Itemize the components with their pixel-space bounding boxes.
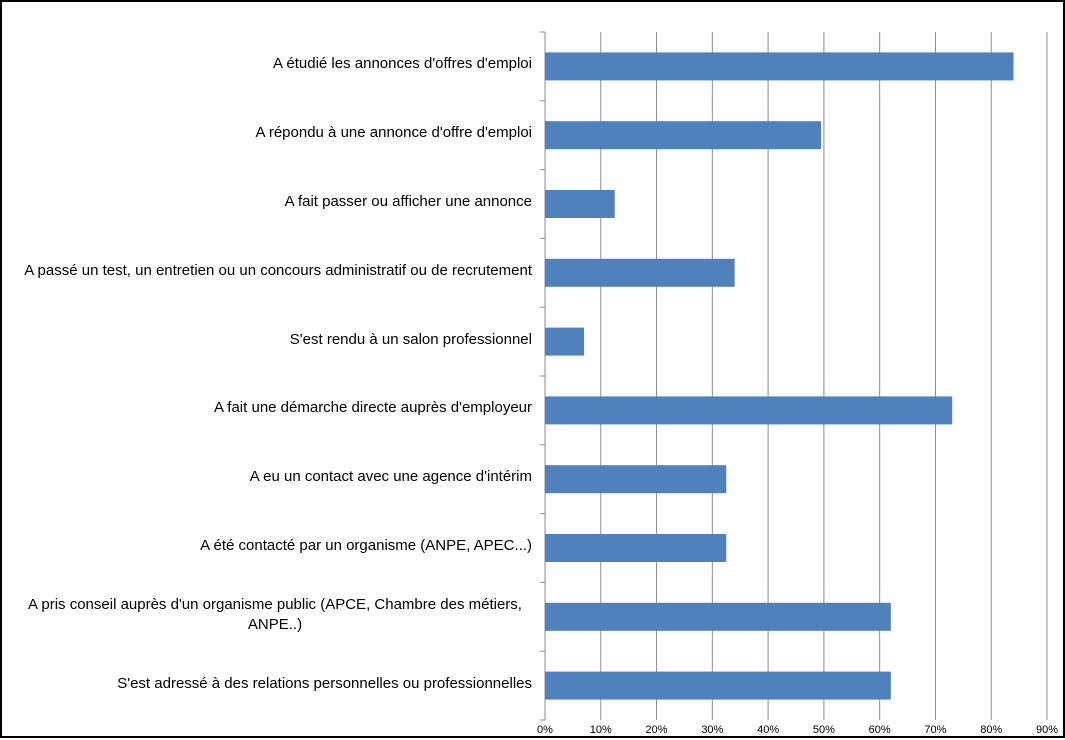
y-tick-text: A été contacté par un organisme (ANPE, A… [200,537,532,554]
bar [545,121,822,150]
y-tick-text: S'est adressé à des relations personnell… [117,674,532,692]
bar [545,190,615,218]
x-tick-label: 20% [646,724,668,736]
x-tick-label: 30% [701,724,723,736]
bar [545,396,953,425]
bar [545,52,1014,81]
x-tick-label: 80% [980,724,1002,736]
y-tick-text: A pris conseil auprès d'un organisme pub… [28,595,522,633]
y-tick-label: A passé un test, un entretien ou un conc… [18,261,532,281]
y-tick-text: A fait une démarche directe auprès d'emp… [213,399,532,417]
bar [545,327,585,356]
x-tick-label: 50% [813,724,835,736]
x-tick-label: 90% [1036,724,1058,736]
y-tick-text: A répondu à une annonce d'offre d'emploi [255,124,533,142]
y-tick-label: A fait une démarche directe auprès d'emp… [18,398,532,418]
bar [545,465,727,494]
y-tick-label: A été contacté par un organisme (ANPE, A… [18,536,532,556]
x-tick-label: 40% [757,724,779,736]
x-tick-label: 0% [537,724,553,736]
y-tick-label: A répondu à une annonce d'offre d'emploi [18,123,533,143]
bar [545,602,891,631]
y-tick-label: A étudié les annonces d'offres d'emploi [18,54,532,74]
x-tick-label: 10% [590,724,612,736]
y-tick-label: S'est rendu à un salon professionnel [18,330,532,350]
y-tick-label: A eu un contact avec une agence d'intéri… [18,467,532,487]
bar [545,671,891,700]
bar [545,258,735,287]
x-tick-label: 60% [869,724,891,736]
y-tick-text: A eu un contact avec une agence d'intéri… [249,468,532,486]
bar [545,534,727,562]
y-tick-label: A pris conseil auprès d'un organisme pub… [18,595,532,635]
y-tick-text: S'est rendu à un salon professionnel [289,330,532,348]
x-tick-label: 70% [924,724,946,736]
y-tick-text: A étudié les annonces d'offres d'emploi [273,55,532,73]
y-tick-label: A fait passer ou afficher une annonce [18,192,532,212]
y-tick-text: A fait passer ou afficher une annonce [284,193,532,210]
y-tick-text: A passé un test, un entretien ou un conc… [24,261,532,279]
y-tick-label: S'est adressé à des relations personnell… [18,674,532,694]
